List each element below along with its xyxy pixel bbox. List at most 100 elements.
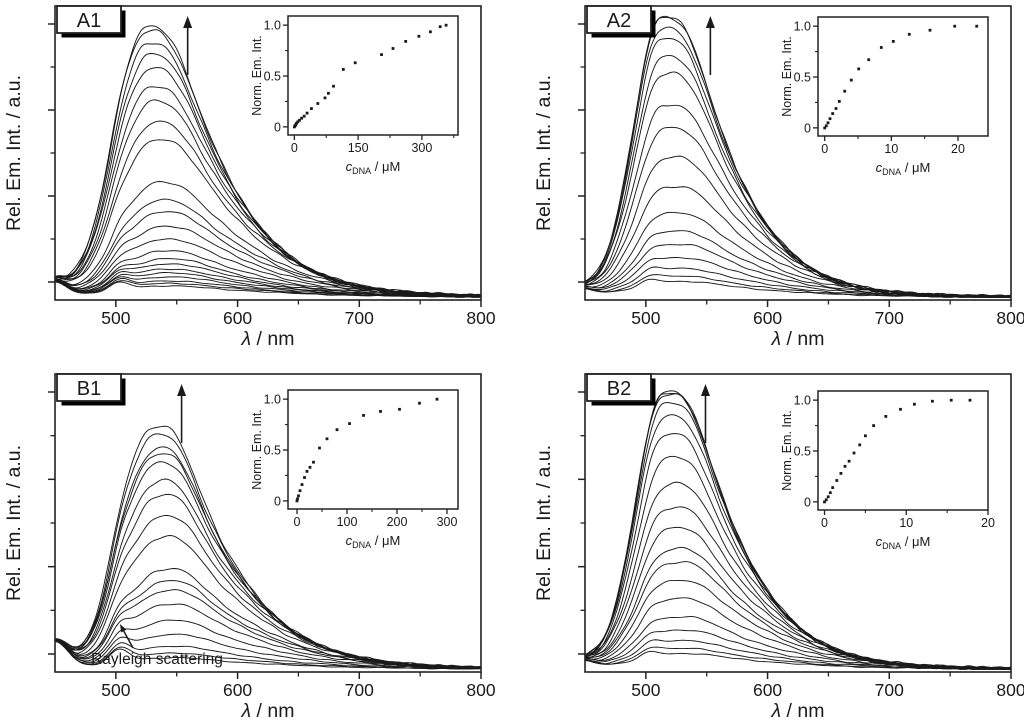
inset-y-tick-label: 0 [804,495,811,509]
inset-data-point [824,498,828,502]
inset-data-point [327,91,330,95]
spectrum-curve [55,425,481,669]
y-axis-ticks [578,391,585,655]
inset-data-point [867,58,871,62]
inset-x-tick-label: 10 [899,516,913,530]
inset-y-axis-label: Norm. Em. Int. [780,410,794,491]
x-tick-label: 700 [345,308,374,328]
spectrum-curve [55,43,481,298]
inset-data-point [318,446,321,450]
inset-x-tick-label: 0 [294,515,301,529]
spectrum-curve [585,186,1011,298]
inset-data-point [300,483,304,486]
x-axis-ticks: 500 600 700 800 [631,672,1024,700]
inset-data-point [348,422,351,425]
inset-x-tick-label: 0 [821,142,828,156]
inset-data-point [435,397,439,401]
inset-data-point [404,40,408,43]
inset-data-points [823,24,979,130]
inset-data-point [884,415,888,418]
inset-data-point [325,437,329,441]
x-tick-label: 500 [101,308,130,328]
inset-y-tick-label: 0.5 [264,444,281,458]
x-tick-label: 800 [466,308,495,328]
inset-data-points [295,397,439,503]
inset-data-point [295,499,299,503]
spectrum-curve [585,526,1011,669]
y-axis-label: Rel. Em. Int. / a.u. [533,445,555,601]
inset-data-point [310,107,313,110]
inset-data-point [931,399,934,403]
spectrum-curve [55,211,481,297]
increase-arrow-icon [700,384,710,443]
spectrum-curve [585,256,1011,298]
inset-data-point [341,68,345,71]
inset-data-point [335,428,339,432]
inset-y-tick-label: 0.5 [794,445,811,459]
x-tick-label: 700 [875,308,904,328]
inset-y-tick-label: 0 [274,494,281,508]
inset-data-point [839,472,843,475]
inset-x-axis-label: cDNA / μM [876,534,931,551]
spectrum-curve [55,263,481,298]
inset-x-tick-label: 150 [348,141,369,155]
inset-y-tick-label: 0 [804,121,811,135]
y-axis-ticks [48,391,55,655]
panel-B1: 500 600 700 800 λ / nm Rel. Em. Int. / a.u. B1… [3,373,496,722]
inset-y-axis-label: Norm. Em. Int. [250,35,264,116]
inset-y-tick-label: 1.0 [794,20,811,34]
inset-data-point [294,123,298,127]
x-tick-label: 800 [466,680,495,700]
inset-data-point [858,443,862,447]
inset-box [817,16,989,137]
x-tick-label: 500 [631,308,660,328]
inset-data-points [293,23,448,129]
inset-data-point [298,118,301,122]
inset-data-point [834,107,838,110]
inset-data-point [305,470,309,473]
panel-label-text: A1 [77,10,101,32]
inset-data-point [332,84,335,88]
inset-data-point [913,402,916,406]
inset-x-tick-label: 20 [981,516,995,530]
x-axis-label: λ / nm [241,700,295,722]
inset-x-tick-label: 0 [821,516,828,530]
inset-x-tick-label: 300 [411,141,432,155]
panel-B2: 500 600 700 800 λ / nm Rel. Em. Int. / a.u. B2… [533,373,1024,722]
y-axis-ticks [578,23,585,283]
inset-x-tick-label: 200 [387,515,408,529]
inset-data-point [835,479,839,482]
inset-data-point [379,410,382,413]
inset-data-point [953,24,957,28]
inset-data-point [843,464,847,468]
inset-data-point [316,102,320,105]
inset-x-tick-label: 300 [437,515,458,529]
inset-data-point [380,53,383,56]
inset-y-axis-label: Norm. Em. Int. [250,409,264,490]
inset-data-point [907,32,911,36]
spectrum-curve [585,211,1011,298]
inset-data-point [305,111,309,115]
spectrum-curve [55,640,481,670]
inset-data-point [928,28,932,32]
inset-data-point [418,401,421,405]
inset-data-point [852,451,856,455]
inset-y-axis-label: Norm. Em. Int. [780,36,794,117]
inset-data-point [968,398,972,402]
inset-data-point [391,47,395,50]
inset-data-point [312,460,315,464]
inset-x-axis-label: cDNA / μM [346,533,401,550]
inset-data-point [826,121,830,125]
spectrum-curve [55,277,481,298]
x-tick-label: 800 [996,680,1024,700]
inset-data-point [872,424,875,427]
spectrum-curve [585,546,1011,670]
inset-x-axis-label: cDNA / μM [876,160,931,177]
inset-data-point [823,126,827,130]
y-axis-label: Rel. Em. Int. / a.u. [3,75,25,231]
inset-y-tick-label: 1.0 [264,393,281,407]
inset-data-point [398,407,401,411]
inset-data-point [864,434,867,438]
